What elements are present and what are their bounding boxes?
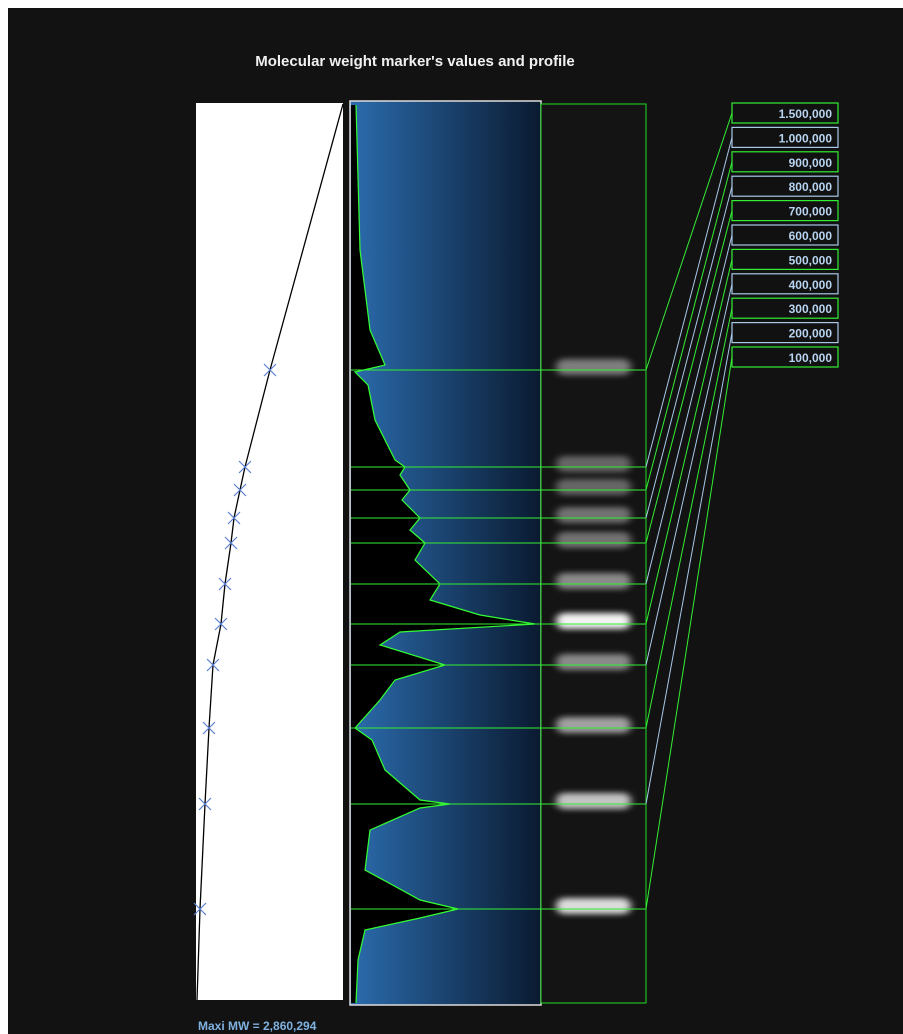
calibration-plot [196, 103, 343, 1000]
marker-label: 400,000 [789, 278, 833, 292]
marker-point [214, 617, 228, 631]
marker-point [224, 536, 238, 550]
gel-band [556, 573, 631, 589]
marker-point [218, 577, 232, 591]
marker-link [645, 210, 733, 544]
gel-band [556, 479, 631, 495]
marker-label: 300,000 [789, 302, 833, 316]
gel-band [556, 359, 631, 375]
marker-label: 900,000 [789, 156, 833, 170]
marker-box [731, 102, 839, 124]
marker-point [227, 511, 241, 525]
marker-link [645, 259, 733, 625]
profile-fill [351, 105, 535, 1003]
marker-label: 800,000 [789, 180, 833, 194]
gel-lane [540, 103, 647, 1004]
marker-link [645, 356, 733, 910]
marker-box [731, 322, 839, 344]
marker-link [645, 186, 733, 519]
marker-point [198, 797, 212, 811]
marker-link [645, 332, 733, 805]
marker-link [645, 161, 733, 491]
marker-label: 700,000 [789, 205, 833, 219]
marker-link [645, 234, 733, 585]
marker-point [263, 363, 277, 377]
footer: Maxi MW = 2,860,294 [198, 1019, 317, 1033]
marker-link [645, 112, 733, 371]
marker-box [731, 297, 839, 319]
marker-box [731, 126, 839, 149]
gel-band [556, 456, 631, 472]
marker-box [731, 151, 839, 173]
marker-label: 600,000 [789, 229, 833, 243]
gel-band [556, 898, 631, 914]
marker-point [193, 902, 207, 916]
gel-band [556, 654, 631, 670]
marker-link [645, 137, 733, 468]
marker-box [731, 273, 839, 295]
marker-box [731, 224, 839, 246]
marker-link [645, 308, 733, 729]
gel-band [556, 717, 631, 733]
marker-label: 1.500,000 [779, 107, 833, 121]
gel-band [556, 507, 631, 523]
marker-point [202, 721, 216, 735]
marker-box [731, 175, 839, 197]
gel-band [556, 613, 631, 629]
marker-box [731, 346, 839, 368]
marker-box [731, 200, 839, 222]
title: Molecular weight marker's values and pro… [255, 53, 575, 70]
marker-link [645, 283, 733, 666]
marker-point [233, 483, 247, 497]
gel-band [556, 793, 631, 809]
overlay: 1.500,000 1.000,000 900,000 800,000 700,000 6… [193, 102, 839, 1001]
marker-point [238, 460, 252, 474]
marker-label: 200,000 [789, 327, 833, 341]
marker-label: 100,000 [789, 351, 833, 365]
marker-point [206, 658, 220, 672]
marker-label: 1.000,000 [779, 131, 833, 145]
gel-band [556, 532, 631, 548]
marker-label: 500,000 [789, 253, 833, 267]
marker-box [731, 248, 839, 270]
